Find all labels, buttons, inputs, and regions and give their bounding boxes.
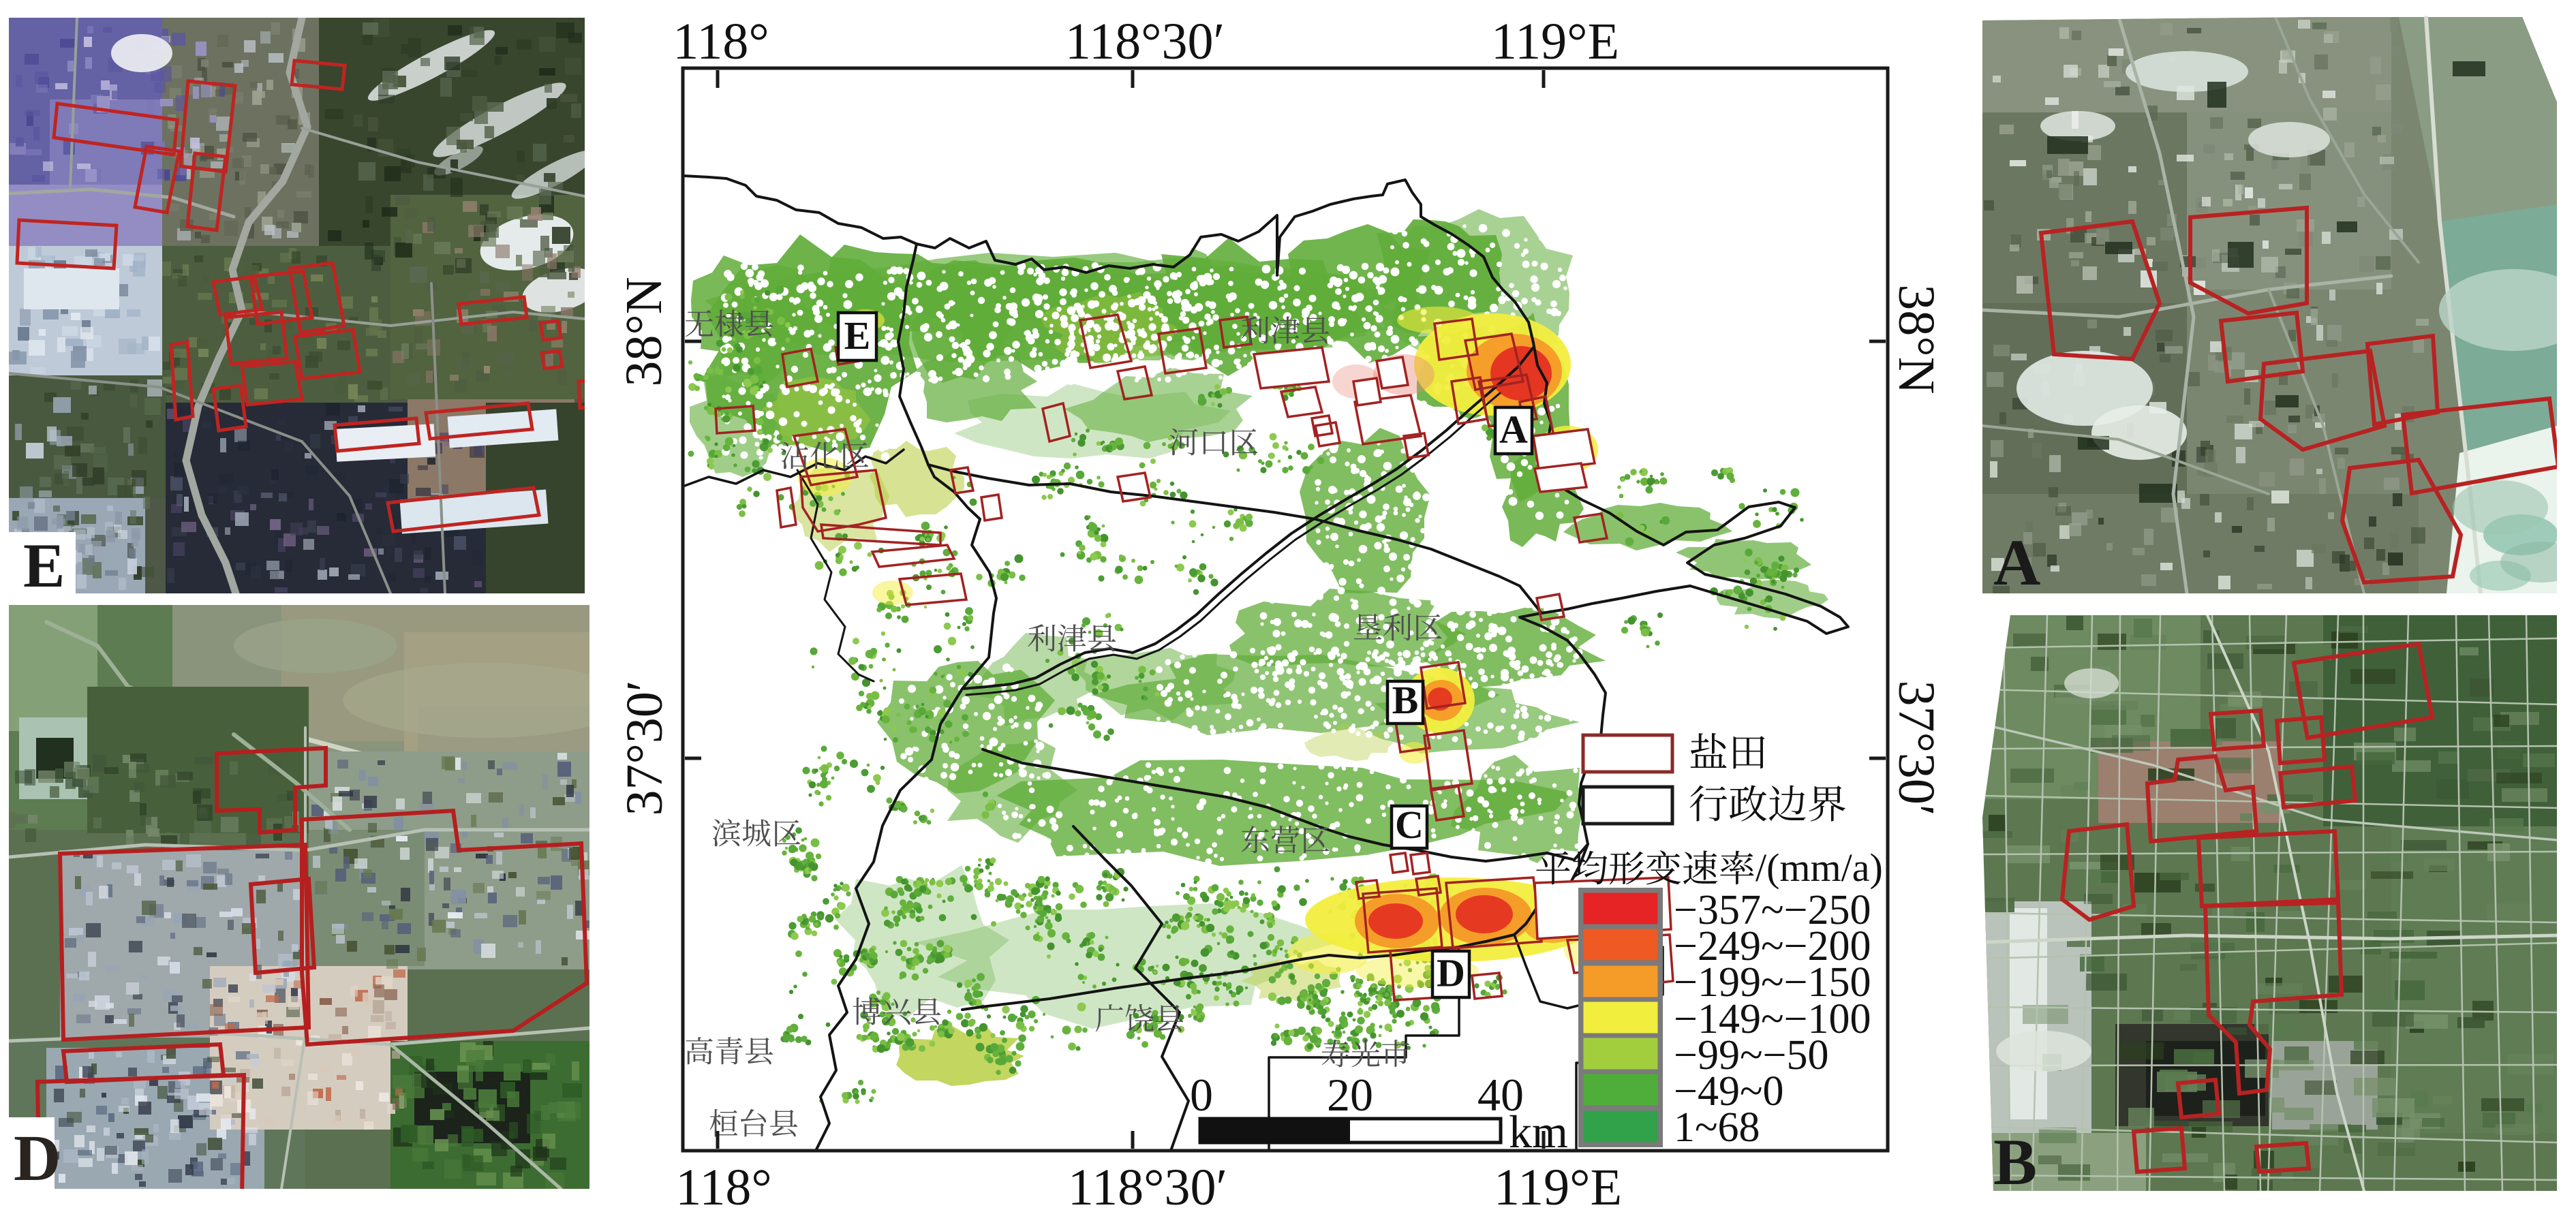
svg-text:D: D [14,1121,61,1194]
svg-text:E: E [23,531,65,600]
svg-text:B: B [1993,1125,2037,1198]
svg-text:A: A [1993,526,2040,599]
